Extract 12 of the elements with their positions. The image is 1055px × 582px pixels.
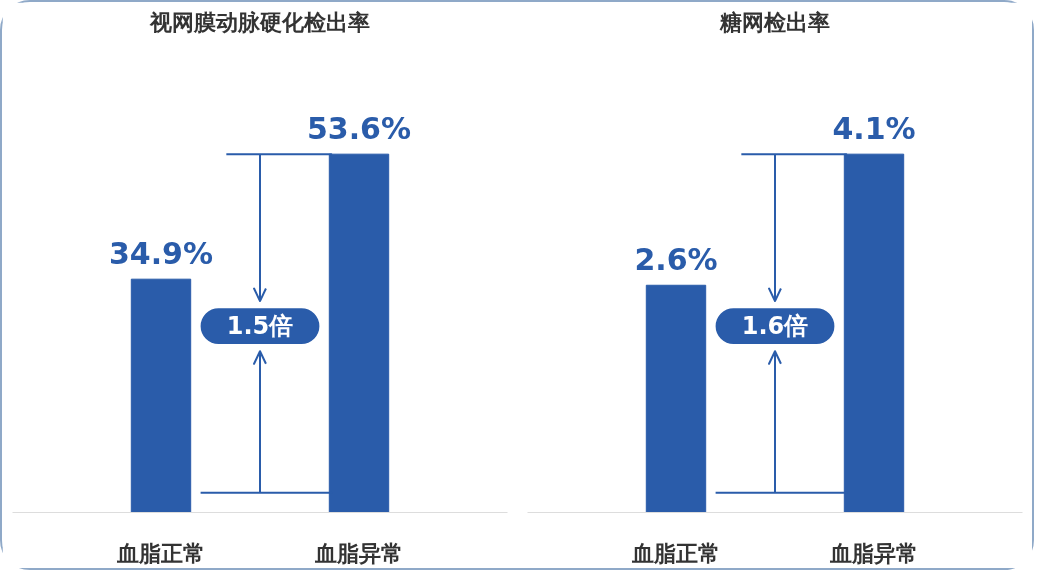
chart-title: 糖网检出率 [719,9,830,35]
data-label: 53.6% [306,111,412,147]
data-label: 34.9% [108,236,214,272]
data-label: 4.1% [832,111,916,147]
chart-title: 视网膜动脉硬化检出率 [149,9,370,35]
annotation: 1.5倍 [226,312,294,341]
annotation: 1.6倍 [741,312,809,341]
x-tick-label: 血脂异常 [314,540,403,566]
x-tick-label: 血脂正常 [116,540,205,566]
data-label: 2.6% [634,242,718,278]
x-tick-label: 血脂异常 [829,540,918,566]
x-tick-label: 血脂正常 [631,540,720,566]
